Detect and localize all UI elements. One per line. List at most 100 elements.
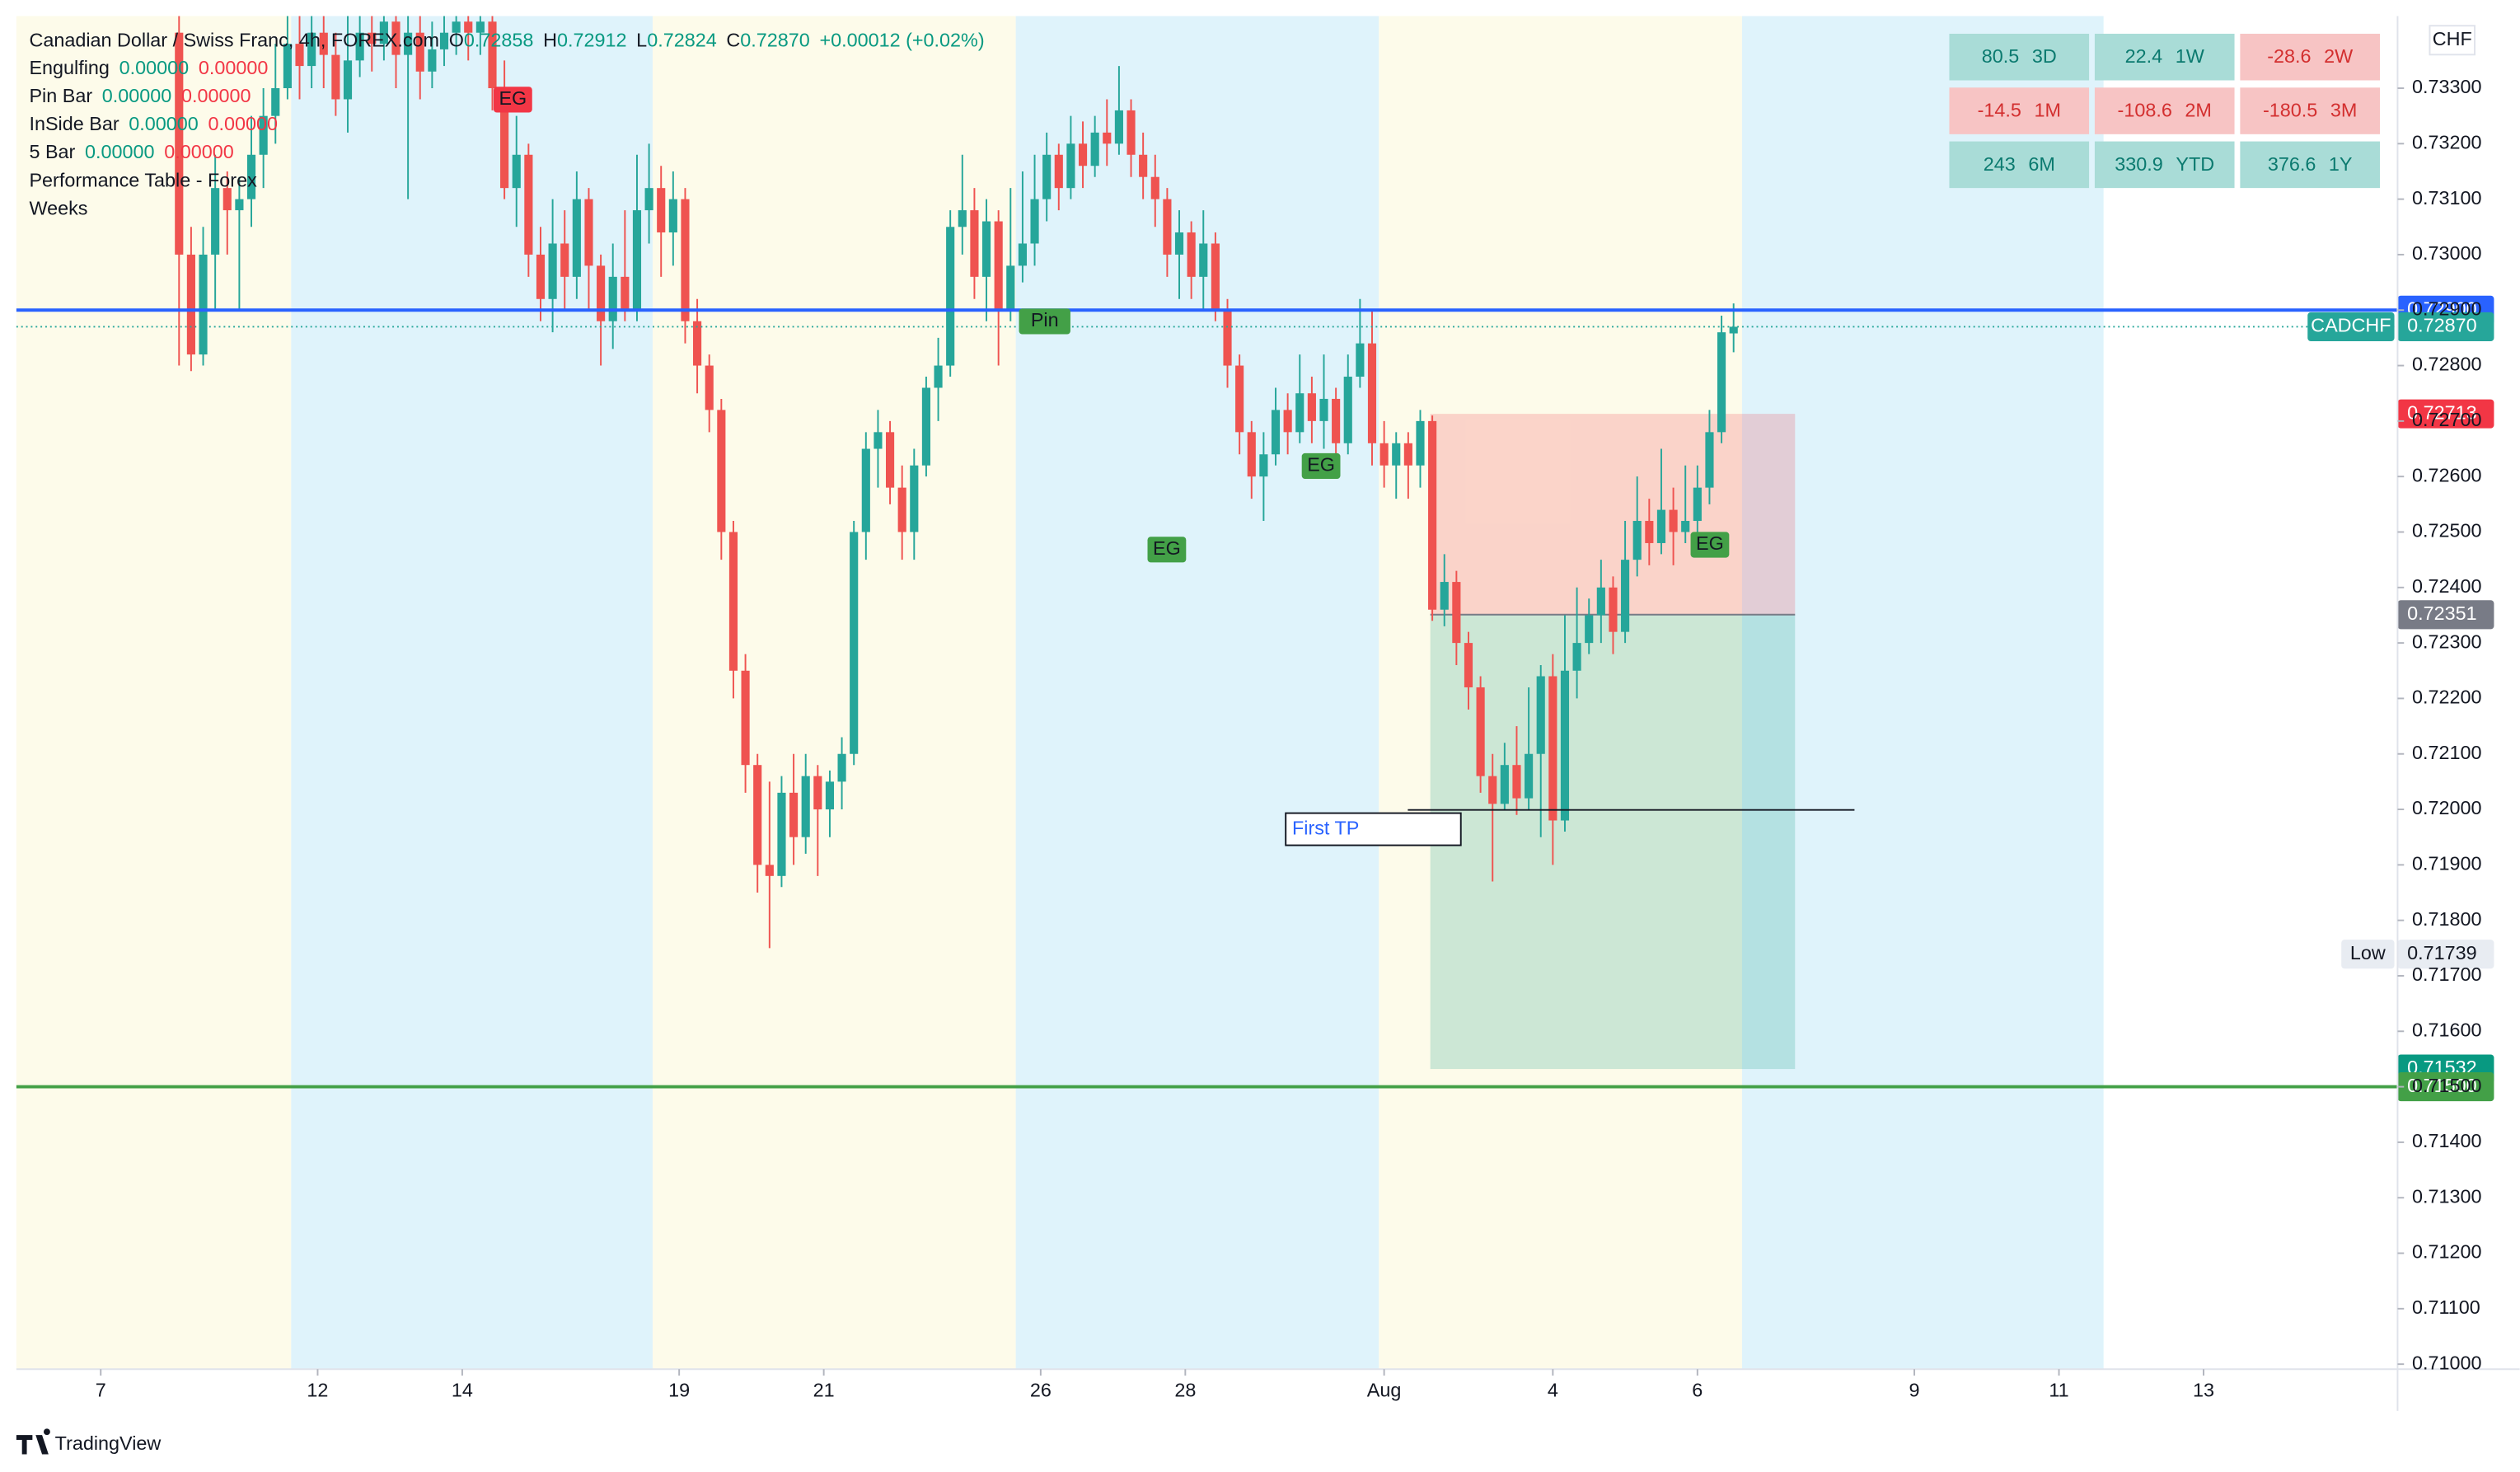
x-tick-label: 6 (1692, 1380, 1703, 1401)
performance-text: -180.5 3M (2263, 100, 2357, 121)
candle-body (1500, 765, 1509, 804)
indicator-legend: Weeks (29, 198, 87, 219)
candle-body (994, 221, 1003, 311)
candle-body (1174, 232, 1184, 255)
performance-text: -108.6 2M (2118, 100, 2212, 121)
candle-body (644, 188, 653, 211)
price-badge-name: CADCHF (2311, 315, 2391, 336)
signal-box (1690, 532, 1730, 558)
candle-body (1139, 154, 1148, 177)
y-tick-label: 0.72000 (2412, 797, 2482, 818)
candle-body (1428, 420, 1437, 610)
candle-body (1295, 393, 1304, 433)
y-tick-label: 0.73100 (2412, 187, 2482, 209)
price-badge-name: Low (2350, 942, 2386, 963)
performance-value: 330.9 (2115, 153, 2163, 175)
indicator-value: 0.00000 (181, 85, 251, 106)
position-box (1430, 414, 1796, 1070)
y-tick-label: 0.71800 (2412, 908, 2482, 930)
indicator-name: Weeks (29, 198, 87, 219)
y-tick-label: 0.71900 (2412, 853, 2482, 874)
candle-body (1379, 443, 1389, 466)
indicator-name: InSide Bar (29, 113, 119, 134)
candle-body (584, 199, 593, 266)
candle-body (753, 765, 762, 865)
candle-body (307, 32, 316, 67)
candle-body (825, 781, 835, 810)
signal-label: EG (1307, 454, 1335, 476)
price-badge-label: 0.72713 (2407, 401, 2477, 423)
candle-body (186, 254, 195, 355)
x-tick-label: 28 (1174, 1380, 1196, 1401)
candle-body (259, 115, 268, 155)
indicator-value: 0.00000 (208, 113, 279, 134)
open: 0.72858 (464, 30, 534, 51)
candle-body (813, 776, 822, 810)
candle-body (765, 865, 774, 876)
candle-body (597, 265, 606, 321)
performance-text: -14.5 1M (1978, 100, 2061, 121)
candle-body (1259, 454, 1268, 477)
candle-body (717, 410, 726, 532)
candle-body (222, 188, 232, 211)
performance-cell (2094, 141, 2235, 189)
candle-body (921, 387, 931, 466)
performance-value: 376.6 (2268, 153, 2316, 175)
candle-body (1656, 509, 1666, 543)
x-tick-label: 21 (813, 1380, 835, 1401)
candle-body (464, 21, 473, 33)
candle-body (271, 88, 280, 116)
candle-body (1440, 582, 1449, 610)
high-label: H (543, 30, 557, 51)
x-tick-label: 12 (307, 1380, 328, 1401)
performance-cell (1949, 33, 2090, 81)
x-tick-label: 9 (1909, 1380, 1920, 1401)
indicator-value: 0.00000 (85, 141, 155, 162)
performance-period: 3M (2330, 100, 2357, 121)
y-tick-label: 0.71600 (2412, 1019, 2482, 1040)
performance-cell (2094, 87, 2235, 134)
low: 0.72824 (647, 30, 717, 51)
price-badge-label: 0.72351 (2407, 602, 2477, 624)
performance-text: 80.5 3D (1982, 45, 2057, 67)
y-tick-label: 0.72800 (2412, 354, 2482, 375)
indicator-legend: Performance Table - Forex (29, 169, 257, 190)
candle-body (452, 21, 461, 33)
candle-body (801, 776, 810, 837)
indicator-value: 0.00000 (199, 57, 269, 78)
y-tick-label: 0.71000 (2412, 1352, 2482, 1373)
candle-body (1464, 643, 1473, 687)
y-tick-label: 0.72700 (2412, 409, 2482, 430)
band (652, 16, 1016, 1370)
candle-body (885, 432, 895, 488)
candle-body (1560, 670, 1570, 821)
performance-period: 1M (2034, 100, 2060, 121)
candle-body (1525, 753, 1534, 799)
performance-period: 3D (2032, 45, 2057, 67)
candle-body (1103, 132, 1112, 144)
y-tick-label: 0.72400 (2412, 575, 2482, 597)
candle-body (693, 321, 702, 366)
candle-body (1548, 676, 1557, 821)
candle-body (1042, 154, 1052, 199)
candle-body (295, 44, 304, 67)
x-tick-label: 11 (2049, 1380, 2068, 1401)
candle-body (1211, 243, 1220, 311)
candle-body (705, 365, 714, 410)
candle-body (1621, 560, 1630, 632)
price-badge-label: 0.72870 (2407, 315, 2477, 336)
candle-body (1223, 310, 1232, 366)
close-label: C (726, 30, 740, 51)
signal-box (1301, 452, 1341, 480)
currency-box (2429, 25, 2476, 56)
candle-body (1536, 676, 1545, 754)
indicator-name: 5 Bar (29, 141, 75, 162)
candle-body (741, 670, 750, 766)
performance-text: 243 6M (1984, 153, 2055, 175)
candle-body (777, 792, 786, 876)
candle-body (1343, 377, 1352, 443)
candle-body (1693, 487, 1702, 522)
band (16, 16, 292, 1370)
indicator-legend: InSide Bar 0.00000 0.00000 (29, 113, 278, 134)
